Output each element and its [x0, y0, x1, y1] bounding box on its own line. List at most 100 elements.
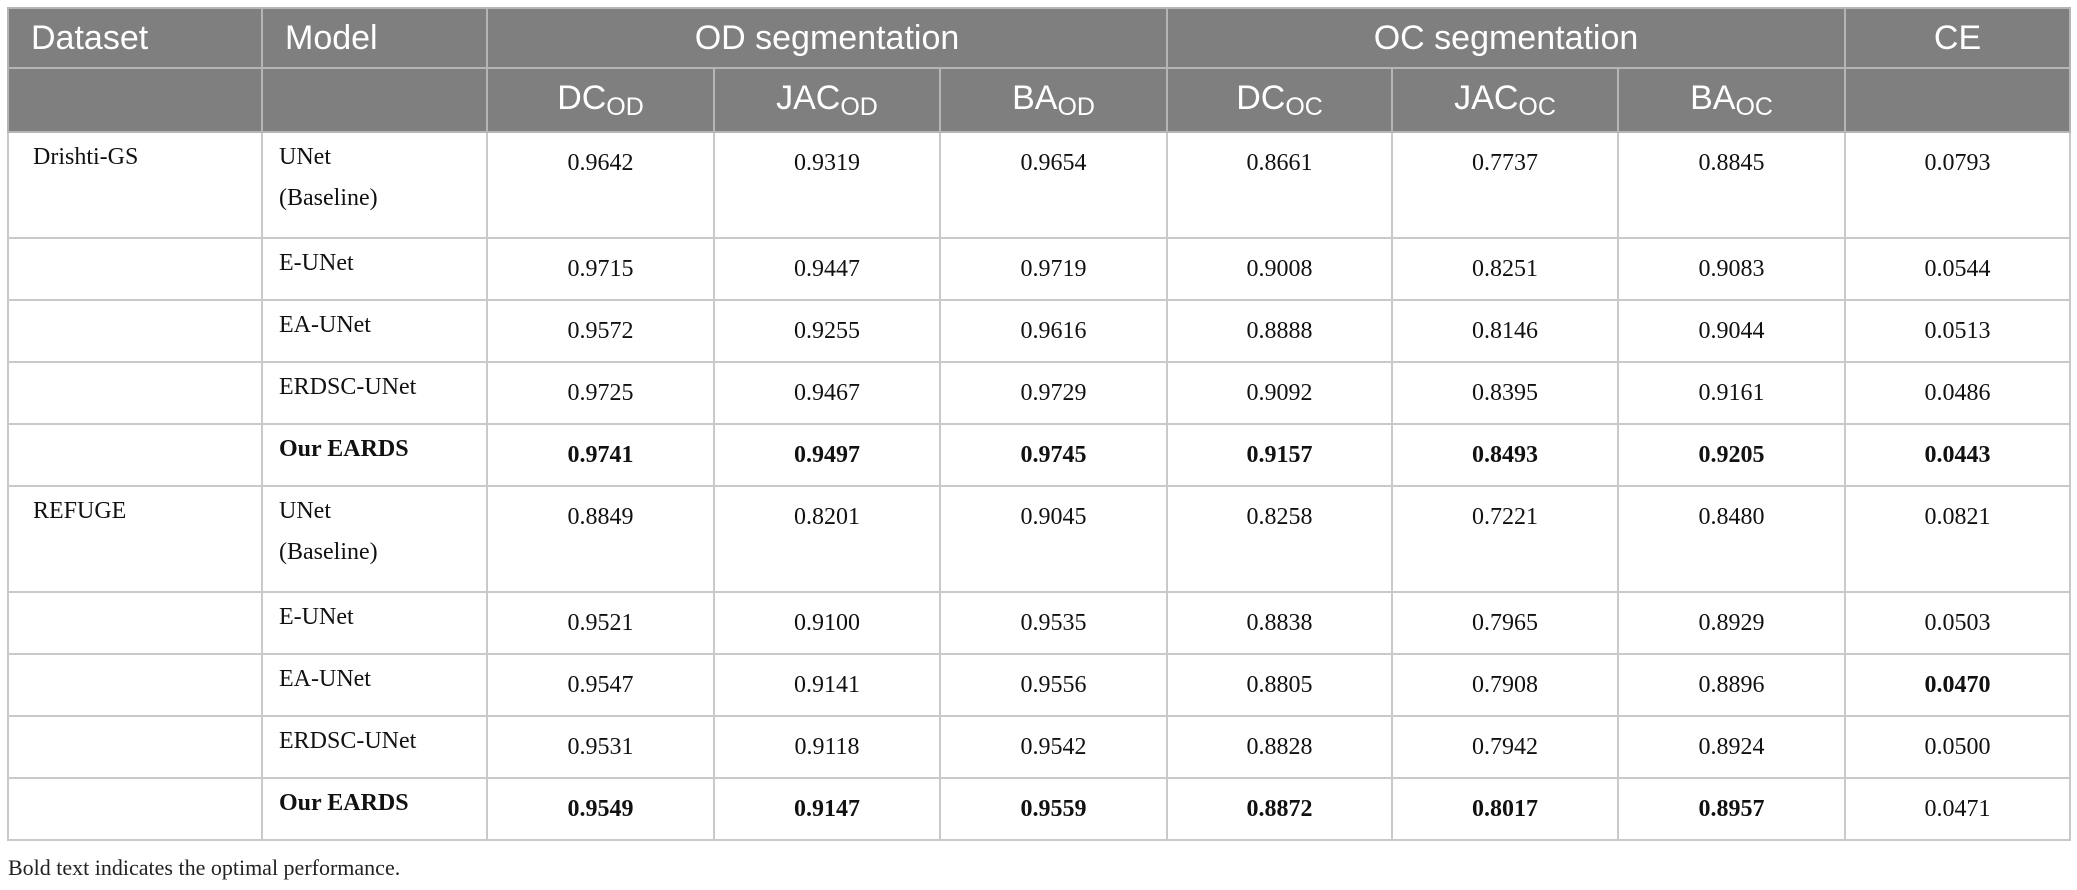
value-cell: 0.8661: [1166, 131, 1394, 239]
metric-subscript: OD: [840, 92, 878, 121]
value-cell: 0.8896: [1617, 653, 1847, 717]
dataset-cell: [7, 237, 263, 301]
table-wrap: Dataset Model OD segmentation OC segmentati…: [7, 7, 2072, 841]
table-row: REFUGE UNet (Baseline) 0.8849 0.8201 0.9045 0…: [7, 485, 2072, 593]
value-cell: 0.7908: [1391, 653, 1620, 717]
model-cell: EA-UNet: [261, 653, 488, 717]
value-cell: 0.9521: [486, 591, 715, 655]
dataset-cell: Drishti-GS: [7, 131, 263, 239]
value-cell: 0.0443: [1844, 423, 2072, 487]
table-row: EA-UNet 0.9547 0.9141 0.9556 0.8805 0.7908 0.8…: [7, 653, 2072, 717]
dataset-cell: REFUGE: [7, 485, 263, 593]
value-cell: 0.8251: [1391, 237, 1620, 301]
header-cell: OD segmentation: [485, 7, 1169, 69]
metric-name: DC: [557, 78, 607, 117]
dataset-cell: [7, 715, 263, 779]
value-cell: 0.0486: [1844, 361, 2072, 425]
value-cell: 0.0470: [1844, 653, 2072, 717]
model-cell: ERDSC-UNet: [261, 715, 488, 779]
metric-subscript: OC: [1285, 92, 1323, 121]
value-cell: 0.9319: [713, 131, 941, 239]
value-cell: 0.9083: [1617, 237, 1847, 301]
header-cell: DCOC: [1166, 67, 1394, 133]
model-cell: UNet (Baseline): [261, 485, 488, 593]
metric-name: JAC: [1454, 78, 1519, 117]
value-cell: 0.9255: [713, 299, 941, 363]
metric-name: JAC: [776, 78, 841, 117]
header-cell: OC segmentation: [1166, 7, 1847, 69]
value-cell: 0.9100: [713, 591, 941, 655]
value-cell: 0.9715: [486, 237, 715, 301]
metric-name: BA: [1690, 78, 1736, 117]
value-cell: 0.9467: [713, 361, 941, 425]
value-cell: 0.9547: [486, 653, 715, 717]
value-cell: 0.9157: [1166, 423, 1394, 487]
value-cell: 0.8924: [1617, 715, 1847, 779]
value-cell: 0.0500: [1844, 715, 2072, 779]
value-cell: 0.0821: [1844, 485, 2072, 593]
value-cell: 0.8017: [1391, 777, 1620, 841]
value-cell: 0.8480: [1617, 485, 1847, 593]
header-cell: JACOC: [1391, 67, 1620, 133]
value-cell: 0.9654: [938, 131, 1169, 239]
value-cell: 0.9559: [938, 777, 1169, 841]
value-cell: 0.8805: [1166, 653, 1394, 717]
value-cell: 0.0471: [1844, 777, 2072, 841]
value-cell: 0.9044: [1617, 299, 1847, 363]
metric-subscript: OC: [1735, 92, 1773, 121]
value-cell: 0.9725: [486, 361, 715, 425]
value-cell: 0.9141: [713, 653, 941, 717]
header-cell: JACOD: [713, 67, 941, 133]
value-cell: 0.0544: [1844, 237, 2072, 301]
header-cell: CE: [1844, 7, 2072, 69]
header-row: DCOD JACOD BAOD DCOC JACOC BAOC: [7, 67, 2072, 133]
dataset-cell: [7, 591, 263, 655]
table-body: Drishti-GS UNet (Baseline) 0.9642 0.9319 0.9…: [7, 131, 2072, 841]
value-cell: 0.9161: [1617, 361, 1847, 425]
value-cell: 0.9741: [486, 423, 715, 487]
value-cell: 0.9205: [1617, 423, 1847, 487]
header-cell: Model: [261, 7, 488, 69]
model-cell: Our EARDS: [261, 423, 488, 487]
model-cell: Our EARDS: [261, 777, 488, 841]
value-cell: 0.9745: [938, 423, 1169, 487]
model-cell: E-UNet: [261, 237, 488, 301]
model-cell: UNet (Baseline): [261, 131, 488, 239]
metric-subscript: OD: [606, 92, 644, 121]
metric-name: BA: [1012, 78, 1058, 117]
value-cell: 0.9531: [486, 715, 715, 779]
value-cell: 0.9092: [1166, 361, 1394, 425]
value-cell: 0.9535: [938, 591, 1169, 655]
value-cell: 0.8888: [1166, 299, 1394, 363]
table-row: Our EARDS 0.9549 0.9147 0.9559 0.8872 0.8017 0…: [7, 777, 2072, 841]
header-row: Dataset Model OD segmentation OC segmentati…: [7, 7, 2072, 69]
value-cell: 0.9572: [486, 299, 715, 363]
value-cell: 0.8929: [1617, 591, 1847, 655]
value-cell: 0.9616: [938, 299, 1169, 363]
table-row: ERDSC-UNet 0.9725 0.9467 0.9729 0.9092 0.8395…: [7, 361, 2072, 425]
header-cell: Dataset: [7, 7, 263, 69]
header-cell: BAOC: [1617, 67, 1847, 133]
value-cell: 0.9556: [938, 653, 1169, 717]
value-cell: 0.7221: [1391, 485, 1620, 593]
value-cell: 0.9118: [713, 715, 941, 779]
table-row: Our EARDS 0.9741 0.9497 0.9745 0.9157 0.8493 0…: [7, 423, 2072, 487]
value-cell: 0.8838: [1166, 591, 1394, 655]
metric-name: DC: [1236, 78, 1286, 117]
value-cell: 0.9147: [713, 777, 941, 841]
value-cell: 0.9549: [486, 777, 715, 841]
value-cell: 0.8828: [1166, 715, 1394, 779]
results-table: Dataset Model OD segmentation OC segmentati…: [7, 7, 2072, 841]
value-cell: 0.8258: [1166, 485, 1394, 593]
footnote: Bold text indicates the optimal performa…: [8, 855, 401, 880]
model-cell: E-UNet: [261, 591, 488, 655]
value-cell: 0.8845: [1617, 131, 1847, 239]
table-header: Dataset Model OD segmentation OC segmentati…: [7, 7, 2072, 133]
header-cell: [1844, 67, 2072, 133]
value-cell: 0.7965: [1391, 591, 1620, 655]
value-cell: 0.0513: [1844, 299, 2072, 363]
value-cell: 0.7942: [1391, 715, 1620, 779]
value-cell: 0.8201: [713, 485, 941, 593]
value-cell: 0.9542: [938, 715, 1169, 779]
